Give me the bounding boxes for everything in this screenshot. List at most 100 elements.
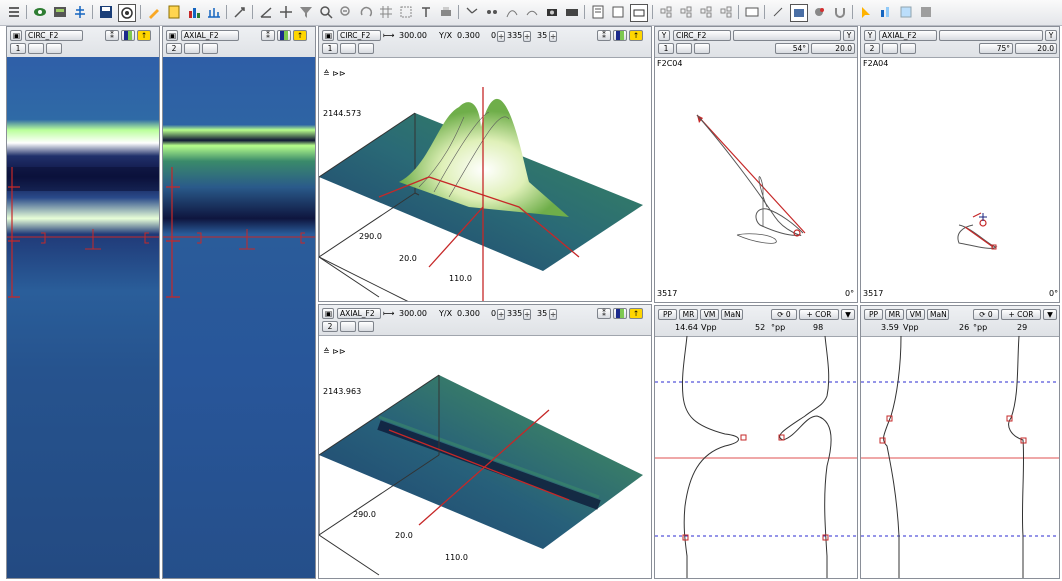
slot-button[interactable]: 2	[322, 321, 338, 332]
layout-icon[interactable]	[544, 4, 560, 20]
slot-button-2[interactable]	[340, 321, 356, 332]
slot-button-3[interactable]	[202, 43, 218, 54]
color-bar-icon[interactable]	[277, 30, 291, 41]
tree-icon[interactable]	[72, 4, 88, 20]
cscan-axial-image[interactable]	[163, 57, 316, 578]
book-icon[interactable]	[898, 4, 914, 20]
tilt-spinner[interactable]: ÷	[549, 31, 557, 42]
channel-field[interactable]	[733, 30, 841, 41]
slot-button-2[interactable]	[340, 43, 356, 54]
color-bar-icon[interactable]	[613, 308, 627, 319]
window-icon[interactable]	[464, 4, 480, 20]
rotation-spinner[interactable]: ÷	[497, 31, 505, 42]
y-button[interactable]: Y	[658, 30, 670, 41]
marker-icon[interactable]: ↑	[629, 308, 643, 319]
rotation-spinner-2[interactable]: ÷	[523, 309, 531, 320]
panel-menu-icon[interactable]: ▣	[10, 30, 22, 41]
zoom-out-icon[interactable]	[338, 4, 354, 20]
slot-button-3[interactable]	[358, 43, 374, 54]
marker-icon[interactable]: ↑	[137, 30, 151, 41]
slot-button-2[interactable]	[882, 43, 898, 54]
magnet-icon[interactable]	[832, 4, 848, 20]
channel-select[interactable]: AXIAL_F2	[181, 30, 239, 41]
pp-button[interactable]: PP	[864, 309, 883, 320]
rotation-spinner[interactable]: ÷	[497, 309, 505, 320]
target-icon[interactable]	[118, 4, 136, 22]
grid-icon[interactable]	[378, 4, 394, 20]
pointer-icon[interactable]	[744, 4, 760, 20]
cscan-circ-image[interactable]	[7, 57, 160, 578]
palette-icon[interactable]: ⁑	[261, 30, 275, 41]
correction-button[interactable]: + COR	[799, 309, 839, 320]
slot-button[interactable]: 1	[322, 43, 338, 54]
correction-button[interactable]: + COR	[1001, 309, 1041, 320]
save-icon[interactable]	[98, 4, 114, 20]
page-icon[interactable]	[166, 4, 182, 20]
dropdown-icon[interactable]: ▼	[1043, 309, 1057, 320]
filter-icon[interactable]	[298, 4, 314, 20]
panel-menu-icon[interactable]: ▣	[322, 308, 334, 319]
panel-menu-icon[interactable]: ▣	[322, 30, 334, 41]
color-bar-icon[interactable]	[121, 30, 135, 41]
slot-button-2[interactable]	[28, 43, 44, 54]
arrow-icon[interactable]	[858, 4, 874, 20]
vm-button[interactable]: VM	[906, 309, 925, 320]
rotate-button[interactable]: ⟳ 0	[771, 309, 797, 320]
pen-icon[interactable]	[146, 4, 162, 20]
channel-select[interactable]: CIRC_F2	[673, 30, 731, 41]
vm-button[interactable]: VM	[700, 309, 719, 320]
man-button[interactable]: MaN	[721, 309, 743, 320]
man-button[interactable]: MaN	[927, 309, 949, 320]
channel-select[interactable]: CIRC_F2	[337, 30, 381, 41]
tilt-spinner[interactable]: ÷	[549, 309, 557, 320]
strip-axial-plot[interactable]	[861, 336, 1060, 579]
bars-icon[interactable]	[878, 4, 894, 20]
link-icon[interactable]	[484, 4, 500, 20]
search-next-icon[interactable]	[718, 4, 734, 20]
mr-button[interactable]: MR	[885, 309, 904, 320]
rotation-spinner-2[interactable]: ÷	[523, 31, 531, 42]
isometric-axial-plot[interactable]	[319, 335, 652, 579]
snap-icon[interactable]	[658, 4, 674, 20]
text-icon[interactable]	[418, 4, 434, 20]
lissajous-axial-plot[interactable]	[861, 57, 1060, 297]
lissajous-circ-plot[interactable]	[655, 57, 858, 297]
view-controls-icon[interactable]: ≙ ⊳⊳	[323, 347, 346, 356]
span-field[interactable]: 20.0	[1015, 43, 1057, 54]
gauge-icon[interactable]	[52, 4, 68, 20]
slot-button-3[interactable]	[694, 43, 710, 54]
rotate-icon[interactable]	[358, 4, 374, 20]
rotation-angle-field[interactable]: 75°	[979, 43, 1013, 54]
dropdown-icon[interactable]: ▼	[841, 309, 855, 320]
strip-circ-plot[interactable]	[655, 336, 858, 579]
channel-select[interactable]: AXIAL_F2	[879, 30, 937, 41]
palette-icon[interactable]: ⁑	[597, 308, 611, 319]
mr-button[interactable]: MR	[679, 309, 698, 320]
select-icon[interactable]	[398, 4, 414, 20]
palette-icon[interactable]: ⁑	[597, 30, 611, 41]
panel-icon[interactable]	[812, 4, 828, 20]
screen-icon[interactable]	[678, 4, 694, 20]
slot-button[interactable]: 2	[864, 43, 880, 54]
marker-icon[interactable]: ↑	[629, 30, 643, 41]
eye-icon[interactable]	[32, 4, 48, 20]
search-icon[interactable]	[698, 4, 714, 20]
y-button-2[interactable]: Y	[843, 30, 855, 41]
y-button-2[interactable]: Y	[1045, 30, 1057, 41]
compare2-icon[interactable]	[590, 4, 606, 20]
print-icon[interactable]	[438, 4, 454, 20]
channel-select[interactable]: AXIAL_F2	[337, 308, 381, 319]
cursor-icon[interactable]	[232, 4, 248, 20]
move-icon[interactable]	[278, 4, 294, 20]
isometric-circ-plot[interactable]	[319, 57, 652, 302]
slot-button-2[interactable]	[184, 43, 200, 54]
frame-icon[interactable]	[630, 4, 648, 22]
scale-icon[interactable]	[206, 4, 222, 20]
span-field[interactable]: 20.0	[811, 43, 855, 54]
block-icon[interactable]	[918, 4, 934, 20]
table-icon[interactable]	[770, 4, 786, 20]
view-controls-icon[interactable]: ≙ ⊳⊳	[323, 69, 346, 78]
panel-menu-icon[interactable]: ▣	[166, 30, 178, 41]
angle-icon[interactable]	[258, 4, 274, 20]
zoom-icon[interactable]	[318, 4, 334, 20]
